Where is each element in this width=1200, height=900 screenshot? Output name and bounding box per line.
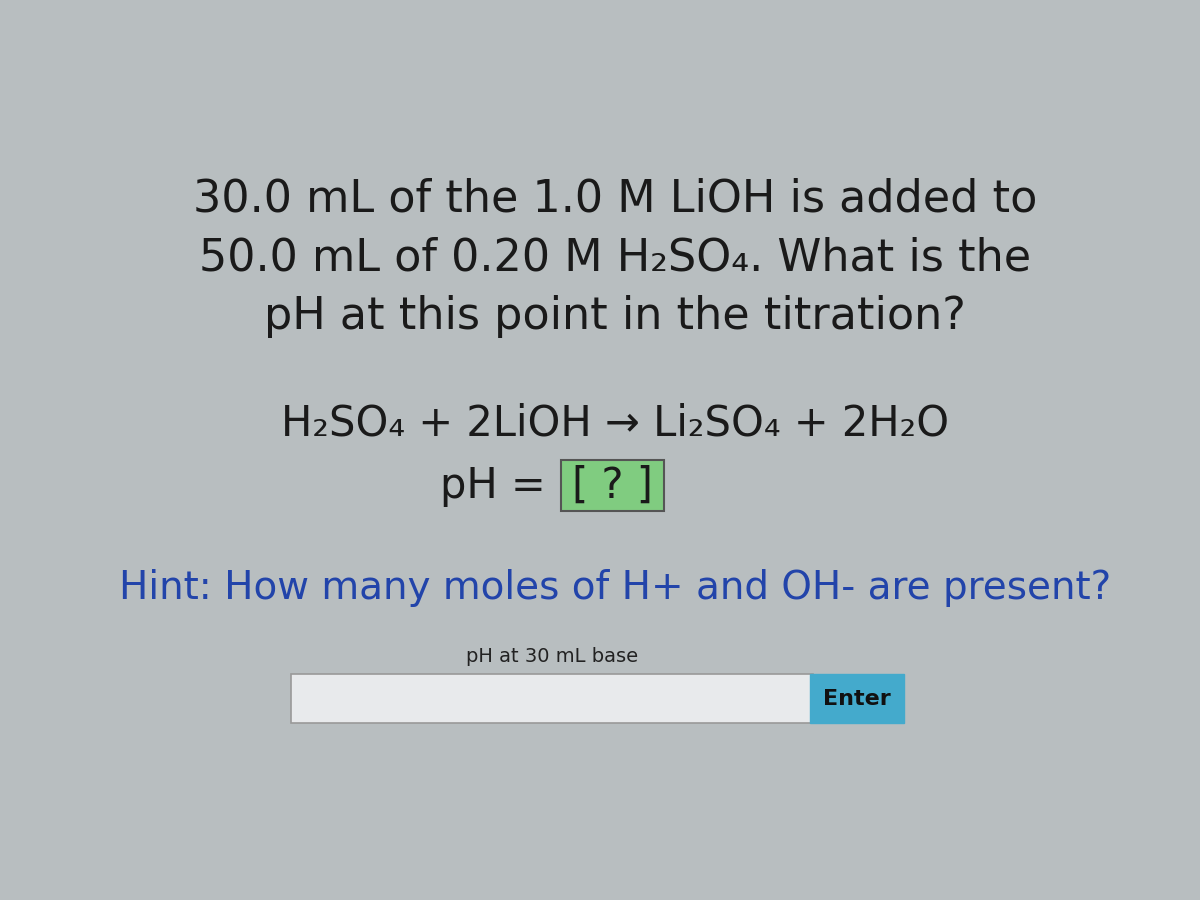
FancyBboxPatch shape [292,674,814,724]
Text: 30.0 mL of the 1.0 M LiOH is added to: 30.0 mL of the 1.0 M LiOH is added to [193,177,1037,220]
Text: Hint: How many moles of H+ and OH- are present?: Hint: How many moles of H+ and OH- are p… [119,569,1111,607]
Text: Enter: Enter [823,688,892,709]
Text: H₂SO₄ + 2LiOH → Li₂SO₄ + 2H₂O: H₂SO₄ + 2LiOH → Li₂SO₄ + 2H₂O [281,402,949,445]
Text: [ ? ]: [ ? ] [572,464,653,507]
FancyBboxPatch shape [810,674,905,724]
FancyBboxPatch shape [562,460,665,511]
Text: pH =: pH = [440,464,559,507]
Text: pH at 30 mL base: pH at 30 mL base [466,647,638,666]
Text: pH at this point in the titration?: pH at this point in the titration? [264,295,966,338]
Text: 50.0 mL of 0.20 M H₂SO₄. What is the: 50.0 mL of 0.20 M H₂SO₄. What is the [199,236,1031,279]
